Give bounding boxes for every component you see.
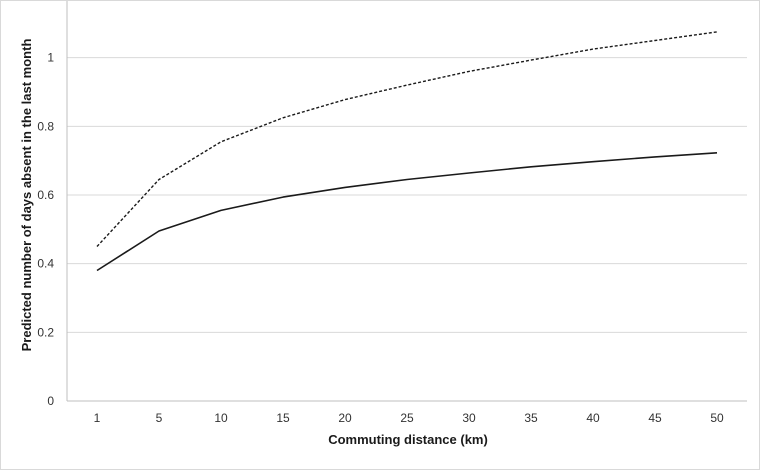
x-tick-label: 35 — [524, 411, 538, 425]
gridlines — [67, 57, 747, 333]
x-axis-title: Commuting distance (km) — [328, 432, 488, 447]
x-tick-label: 20 — [338, 411, 352, 425]
y-tick-label: 0.8 — [37, 119, 54, 133]
x-tick-label: 10 — [214, 411, 228, 425]
x-tick-label: 50 — [710, 411, 724, 425]
x-tick-label: 25 — [400, 411, 414, 425]
x-tick-label: 15 — [276, 411, 290, 425]
y-tick-label: 0 — [47, 394, 54, 408]
dashed-series-line — [96, 31, 718, 247]
y-tick-label: 1 — [47, 51, 54, 65]
y-tick-label: 0.4 — [37, 257, 54, 271]
x-tick-label: 30 — [462, 411, 476, 425]
y-tick-label: 0.2 — [37, 325, 54, 339]
y-tick-label: 0.6 — [37, 188, 54, 202]
x-tick-label: 45 — [648, 411, 662, 425]
solid-series-line — [96, 152, 718, 272]
y-tick-labels: 0 0.2 0.4 0.6 0.8 1 — [37, 51, 54, 408]
axes — [66, 0, 747, 402]
series-lines — [96, 31, 718, 272]
y-axis-title: Predicted number of days absent in the l… — [19, 39, 34, 352]
x-tick-label: 40 — [586, 411, 600, 425]
x-tick-label: 5 — [156, 411, 163, 425]
x-tick-labels: 1 5 10 15 20 25 30 35 40 45 50 — [94, 411, 724, 425]
x-tick-label: 1 — [94, 411, 101, 425]
